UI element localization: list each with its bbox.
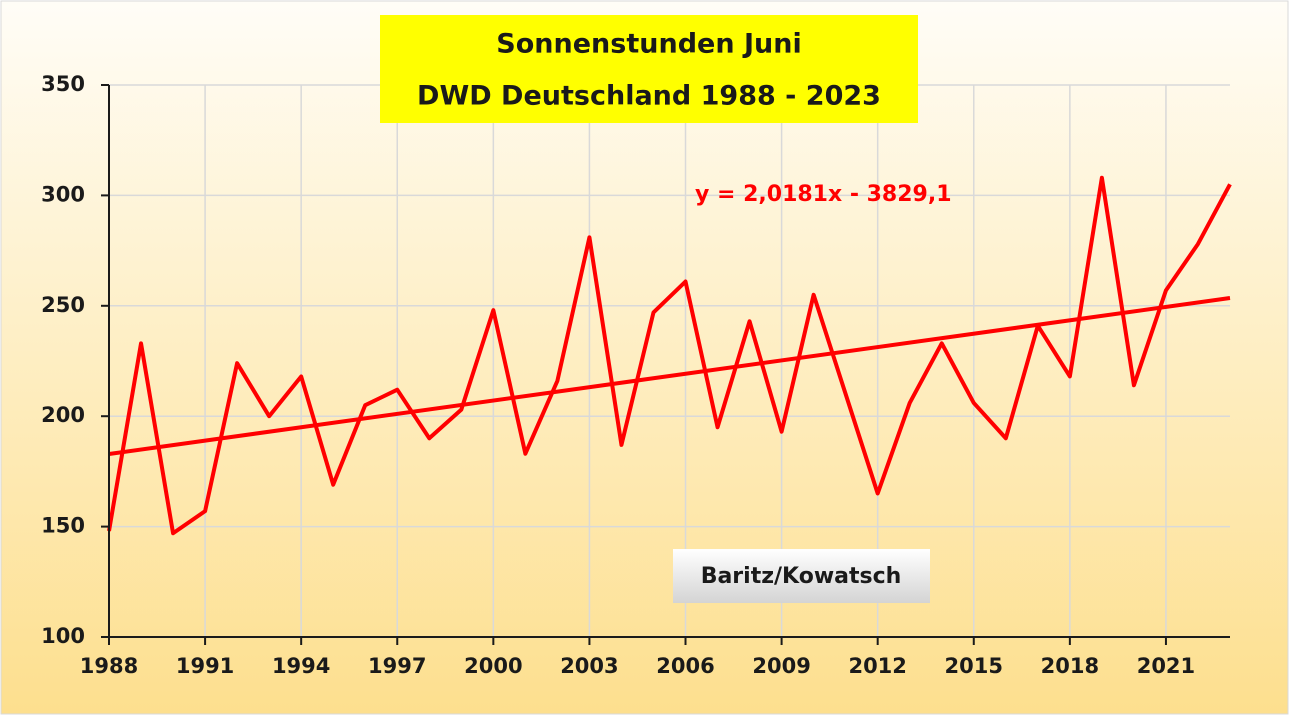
x-tick-label: 2021 [1137, 654, 1195, 678]
title-box [380, 15, 918, 123]
annotation: Baritz/Kowatsch [701, 564, 902, 589]
y-tick-label: 150 [41, 514, 85, 538]
x-tick-label: 1988 [80, 654, 138, 678]
trend-line [108, 296, 1231, 456]
x-tick-label: 1994 [272, 654, 330, 678]
x-tick-label: 1997 [368, 654, 426, 678]
x-tick-label: 2009 [752, 654, 810, 678]
y-tick-label: 350 [41, 72, 85, 96]
y-tick-label: 200 [41, 403, 85, 427]
x-tick-label: 1991 [176, 654, 234, 678]
trend-equation: y = 2,0181x - 3829,1 [695, 182, 952, 207]
x-tick-label: 2006 [656, 654, 714, 678]
x-tick-label: 2000 [464, 654, 522, 678]
x-tick-label: 2018 [1041, 654, 1099, 678]
y-tick-label: 100 [41, 624, 85, 648]
y-tick-label: 300 [41, 182, 85, 206]
x-tick-label: 2003 [560, 654, 618, 678]
data-line [107, 175, 1232, 536]
x-tick-label: 2015 [945, 654, 1003, 678]
chart-subtitle: DWD Deutschland 1988 - 2023 [417, 81, 881, 112]
x-tick-label: 2012 [848, 654, 906, 678]
marks [107, 175, 1232, 536]
annotation-box [673, 549, 930, 603]
chart-title: Sonnenstunden Juni [496, 29, 801, 60]
y-tick-label: 250 [41, 293, 85, 317]
